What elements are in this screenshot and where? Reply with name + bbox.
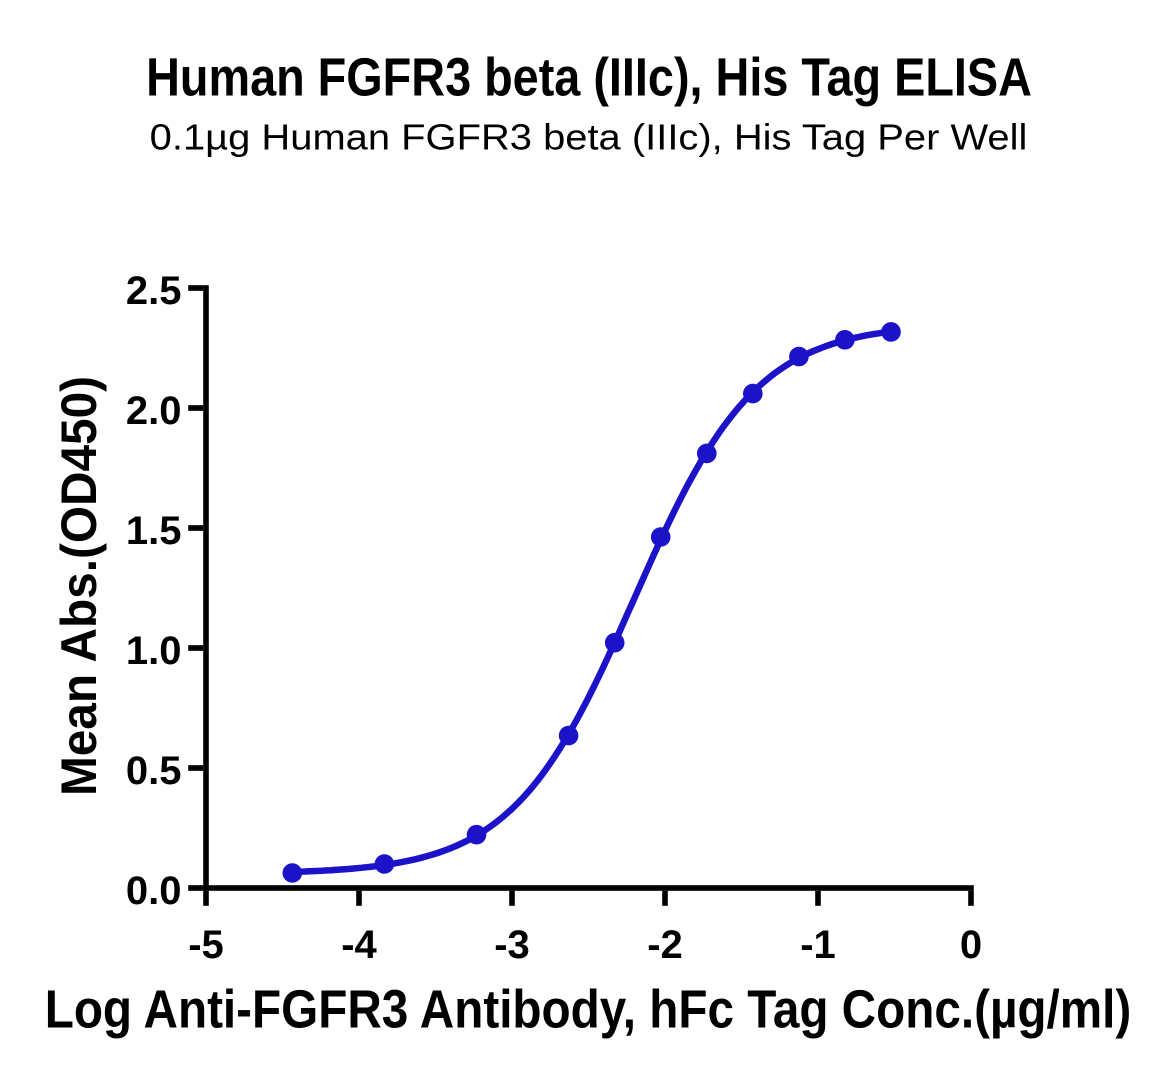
svg-text:0.0: 0.0 bbox=[126, 869, 182, 913]
svg-text:Log Anti-FGFR3 Antibody, hFc T: Log Anti-FGFR3 Antibody, hFc Tag Conc.(µ… bbox=[45, 978, 1132, 1039]
svg-text:0: 0 bbox=[960, 923, 982, 967]
svg-text:1.0: 1.0 bbox=[126, 629, 182, 673]
svg-text:-2: -2 bbox=[647, 923, 683, 967]
svg-text:1.5: 1.5 bbox=[126, 509, 182, 553]
svg-text:-3: -3 bbox=[494, 923, 530, 967]
svg-text:2.0: 2.0 bbox=[126, 389, 182, 433]
svg-text:0.1µg Human FGFR3 beta (IIIc),: 0.1µg Human FGFR3 beta (IIIc), His Tag P… bbox=[150, 118, 1028, 158]
svg-text:0.5: 0.5 bbox=[126, 749, 182, 793]
svg-text:2.5: 2.5 bbox=[126, 269, 182, 313]
svg-text:-5: -5 bbox=[188, 923, 224, 967]
svg-text:-1: -1 bbox=[800, 923, 836, 967]
svg-text:Mean Abs.(OD450): Mean Abs.(OD450) bbox=[52, 376, 107, 796]
svg-text:Human FGFR3 beta (IIIc), His T: Human FGFR3 beta (IIIc), His Tag ELISA bbox=[146, 46, 1032, 107]
svg-text:-4: -4 bbox=[341, 923, 377, 967]
